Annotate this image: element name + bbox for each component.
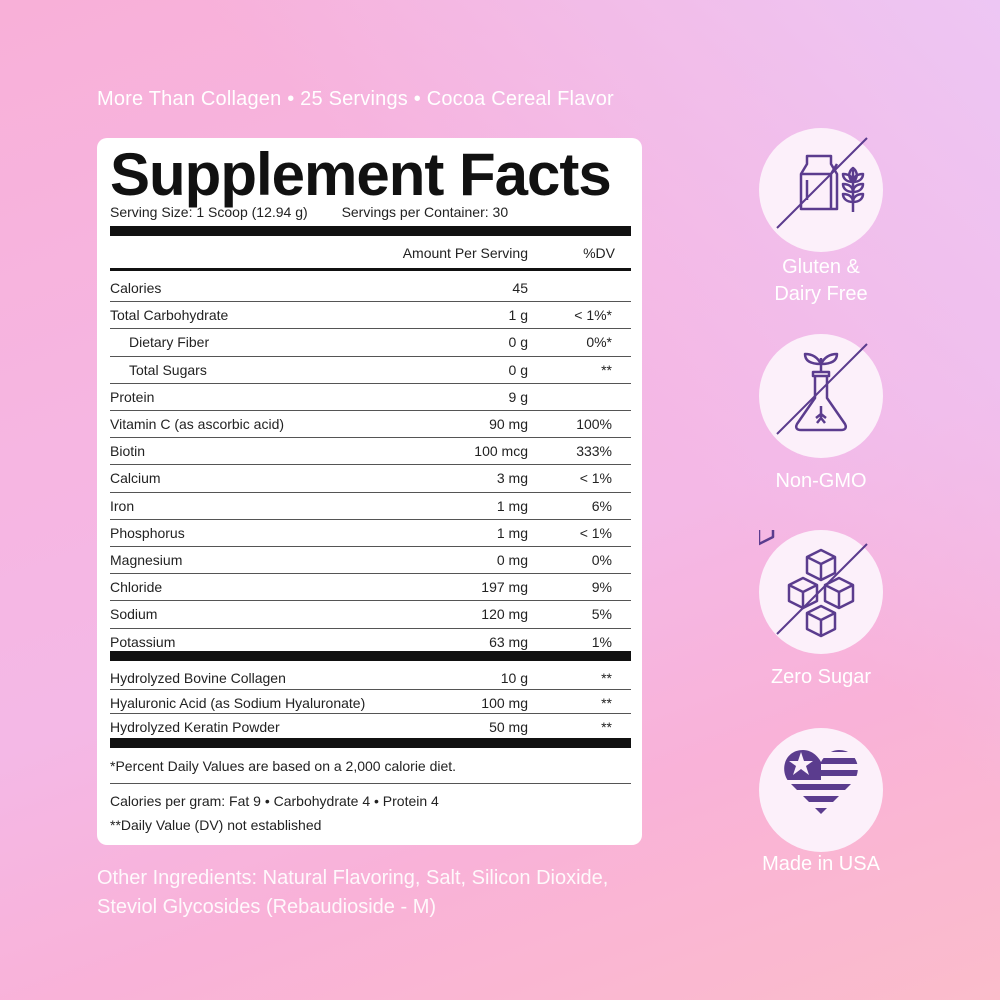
thick-divider (110, 226, 631, 236)
nutrient-row: Sodium 120 mg 5% (110, 600, 631, 629)
nutrient-dv: 1% (591, 633, 612, 650)
nutrient-row: Biotin 100 mcg 333% (110, 437, 631, 466)
nutrient-row: Hydrolyzed Keratin Powder 50 mg ** (110, 713, 631, 738)
nutrient-dv: 0% (591, 552, 612, 568)
supplement-facts-label: Supplement Facts Serving Size: 1 Scoop (… (97, 138, 642, 845)
nutrient-amount: 197 mg (481, 579, 528, 596)
nutrient-name: Hyaluronic Acid (as Sodium Hyaluronate) (110, 694, 366, 711)
nutrient-name: Vitamin C (as ascorbic acid) (110, 416, 285, 432)
footnote-dv: *Percent Daily Values are based on a 2,0… (110, 758, 457, 774)
nutrient-dv: 6% (591, 497, 612, 514)
nutrient-amount: 100 mcg (474, 443, 528, 460)
nutrient-name: Calories (110, 280, 162, 296)
nutrient-amount: 9 g (508, 388, 528, 405)
nutrient-row: Potassium 63 mg 1% (110, 628, 631, 655)
nutrient-row: Phosphorus 1 mg < 1% (110, 519, 631, 547)
nutrient-dv: 5% (591, 606, 612, 623)
other-ingredients: Other Ingredients: Natural Flavoring, Sa… (97, 867, 609, 918)
nutrient-amount: 100 mg (481, 694, 528, 711)
label-title: Supplement Facts (110, 141, 612, 208)
nutrient-row: Hyaluronic Acid (as Sodium Hyaluronate) 1… (110, 689, 631, 714)
nutrient-amount: 1 mg (496, 497, 528, 514)
nutrient-dv: < 1% (579, 470, 612, 487)
nutrient-name: Magnesium (110, 552, 183, 568)
nutrient-dv: 100% (576, 416, 612, 432)
nutrient-name: Biotin (110, 443, 146, 460)
nutrient-name: Dietary Fiber (129, 334, 210, 351)
nutrient-amount: 3 mg (496, 470, 528, 487)
divider (110, 783, 631, 784)
badge-label: Zero Sugar (770, 666, 872, 688)
nutrient-amount: 0 mg (496, 552, 528, 568)
badge-label: Gluten & Dairy Free (730, 254, 912, 308)
header-divider (110, 268, 631, 271)
nutrient-row: Total Sugars 0 g ** (110, 356, 631, 384)
nutrient-row: Dietary Fiber 0 g 0%* (110, 328, 631, 357)
nutrient-name: Iron (110, 497, 135, 514)
badge-label-line: Gluten & (782, 256, 860, 278)
nutrient-row: Protein 9 g (110, 383, 631, 411)
nutrient-amount: 1 mg (496, 524, 528, 541)
thick-divider (110, 651, 631, 661)
nutrient-name: Hydrolyzed Keratin Powder (110, 719, 280, 735)
sugar-cubes-crossed-icon (743, 512, 868, 638)
milk-wheat-crossed-icon (776, 137, 868, 229)
badge-non-gmo (759, 334, 883, 458)
badge-made-in-usa (759, 728, 883, 852)
nutrient-amount: 45 (512, 280, 528, 296)
nutrient-dv: ** (601, 361, 612, 378)
nutrient-amount: 0 g (508, 361, 528, 378)
nutrient-dv: 9% (591, 579, 612, 596)
nutrient-name: Chloride (110, 579, 163, 596)
nutrient-dv: ** (601, 694, 612, 711)
nutrient-dv: < 1%* (574, 307, 612, 324)
product-subtitle: More Than Collagen • 25 Servings • Cocoa… (97, 88, 614, 110)
serving-info: Serving Size: 1 Scoop (12.94 g) Servings… (110, 204, 538, 220)
nutrient-row: Vitamin C (as ascorbic acid) 90 mg 100% (110, 410, 631, 439)
badge-label: Made in USA (762, 853, 880, 875)
nutrient-name: Total Sugars (129, 361, 207, 378)
nutrient-name: Phosphorus (110, 524, 185, 541)
nutrient-dv: ** (601, 719, 612, 735)
thick-divider (110, 738, 631, 748)
nutrient-amount: 50 mg (489, 719, 528, 735)
nutrient-amount: 120 mg (481, 606, 528, 623)
column-header-amount: Amount Per Serving (402, 245, 528, 261)
nutrient-amount: 0 g (508, 334, 528, 351)
nutrient-dv: 333% (576, 443, 612, 460)
footnote-not-established: **Daily Value (DV) not established (110, 817, 322, 833)
nutrient-name: Potassium (110, 633, 176, 650)
badge-zero-sugar (743, 512, 883, 654)
nutrient-name: Hydrolyzed Bovine Collagen (110, 670, 286, 686)
plant-flask-crossed-icon (776, 343, 868, 435)
serving-size: Serving Size: 1 Scoop (12.94 g) (110, 204, 308, 220)
nutrient-amount: 10 g (500, 670, 528, 686)
nutrient-amount: 90 mg (489, 416, 528, 432)
nutrient-row: Magnesium 0 mg 0% (110, 546, 631, 575)
nutrient-row: Iron 1 mg 6% (110, 492, 631, 520)
nutrient-row: Hydrolyzed Bovine Collagen 10 g ** (110, 664, 631, 690)
usa-heart-icon (784, 750, 858, 814)
nutrient-dv: 0%* (586, 334, 612, 351)
nutrient-row: Total Carbohydrate 1 g < 1%* (110, 301, 631, 330)
nutrient-dv: ** (601, 670, 612, 686)
column-header-dv: %DV (583, 245, 615, 261)
nutrient-name: Sodium (110, 606, 158, 623)
servings-per-container: Servings per Container: 30 (341, 204, 509, 220)
nutrient-name: Total Carbohydrate (110, 307, 229, 324)
nutrient-amount: 63 mg (489, 633, 528, 650)
badge-label: Non-GMO (775, 470, 867, 492)
nutrient-name: Calcium (110, 470, 161, 487)
nutrient-name: Protein (110, 388, 155, 405)
nutrient-row: Chloride 197 mg 9% (110, 573, 631, 602)
nutrient-row: Calories 45 (110, 274, 631, 303)
nutrient-dv: < 1% (579, 524, 612, 541)
badge-gluten-dairy-free (759, 128, 883, 252)
badge-label-line: Dairy Free (774, 283, 868, 305)
nutrient-row: Calcium 3 mg < 1% (110, 464, 631, 493)
nutrient-amount: 1 g (508, 307, 528, 324)
footnote-calories: Calories per gram: Fat 9 • Carbohydrate … (110, 793, 439, 809)
